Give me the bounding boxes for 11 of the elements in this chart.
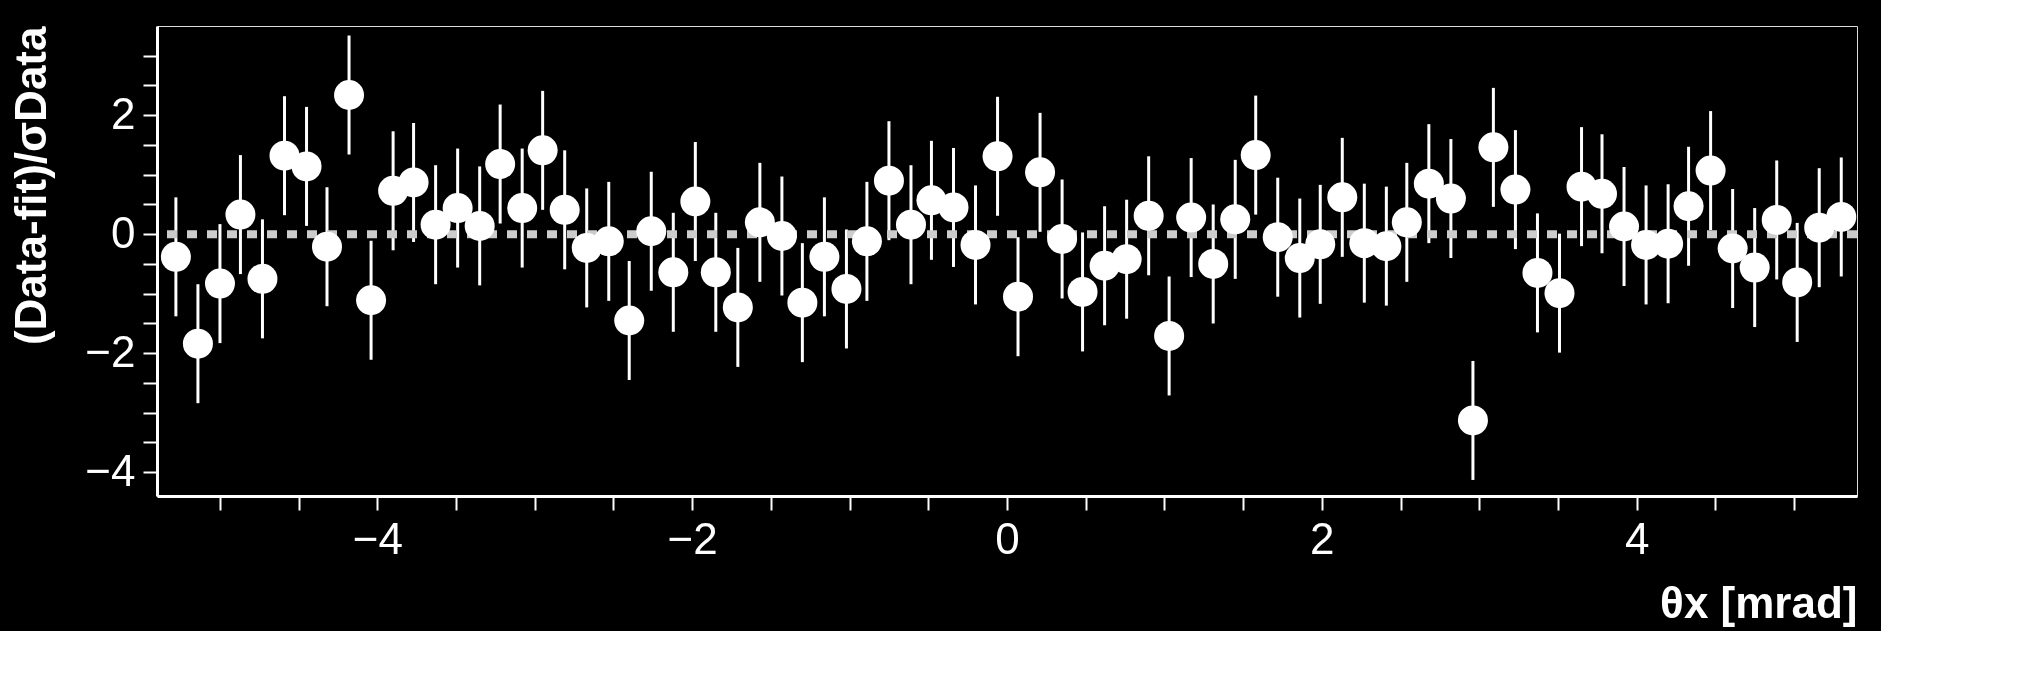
y-axis-title: (Data-fit)/σData [6, 25, 56, 346]
x-tick-label: 4 [1624, 513, 1650, 563]
y-tick-label: 0 [111, 207, 136, 257]
x-tick-label: 0 [995, 513, 1020, 563]
y-tick-label: −2 [85, 326, 136, 376]
y-tick-label: 2 [111, 88, 136, 138]
x-tick-label: −2 [667, 513, 718, 563]
x-tick-label: 2 [1310, 513, 1335, 563]
x-axis-title: θx [mrad] [1660, 577, 1858, 627]
x-tick-label: −4 [352, 513, 403, 563]
y-tick-label: −4 [85, 445, 136, 495]
